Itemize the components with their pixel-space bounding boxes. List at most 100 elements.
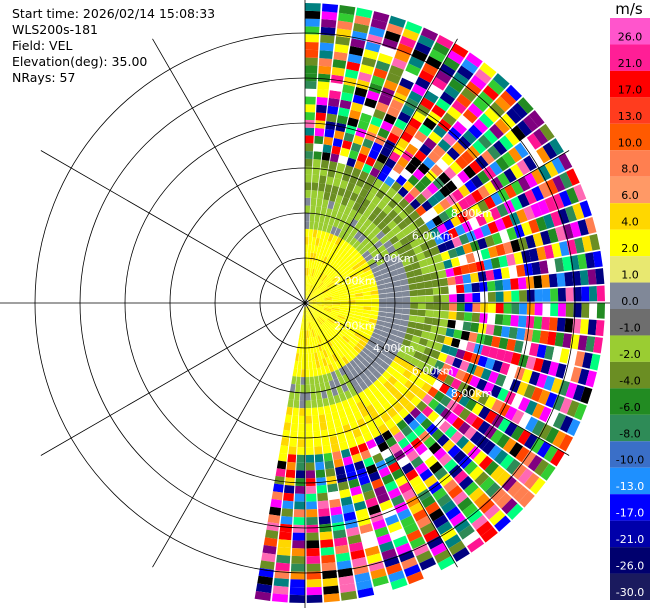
range-gate (316, 477, 327, 486)
range-gate (551, 193, 565, 210)
range-gate (474, 471, 490, 487)
range-gate (486, 280, 496, 292)
range-gate (443, 336, 453, 346)
ray (271, 306, 305, 603)
range-gate (331, 294, 340, 299)
range-gate (521, 221, 533, 236)
range-gate (333, 277, 341, 284)
ray (308, 184, 587, 302)
ray (306, 306, 408, 590)
range-gate (339, 272, 348, 280)
range-gate (358, 390, 368, 401)
range-gate (462, 372, 474, 385)
range-gate (360, 319, 369, 326)
range-gate (363, 299, 372, 303)
range-gate (316, 398, 324, 408)
range-gate (285, 469, 296, 479)
range-gate (552, 175, 566, 192)
range-gate (340, 213, 349, 223)
range-gate (317, 343, 323, 352)
range-gate (320, 34, 335, 44)
range-gate (330, 289, 338, 294)
range-gate (475, 260, 486, 272)
range-gate (343, 280, 352, 286)
elevation-label: Elevation(deg): 35.00 (12, 54, 148, 69)
range-gate (400, 168, 412, 180)
range-gate (538, 406, 552, 423)
range-gate (358, 371, 368, 381)
range-gate (333, 378, 341, 388)
range-gate (341, 172, 351, 182)
range-gate (308, 305, 315, 310)
range-gate (388, 461, 401, 474)
range-gate (347, 534, 362, 545)
range-gate (448, 485, 463, 500)
range-gate (305, 330, 308, 339)
range-gate (377, 352, 387, 361)
range-gate (516, 327, 526, 341)
range-gate (463, 426, 477, 440)
range-gate (309, 260, 313, 269)
range-gate (428, 508, 445, 522)
range-gate (387, 487, 402, 500)
range-gate (342, 345, 351, 354)
range-gate (344, 463, 356, 474)
range-gate (533, 128, 549, 146)
range-gate (330, 506, 343, 516)
range-gate (477, 420, 491, 435)
range-gate (317, 317, 324, 324)
range-gate (359, 350, 368, 359)
range-gate (557, 303, 567, 317)
range-gate (347, 246, 356, 255)
range-gate (448, 346, 459, 357)
range-gate (427, 386, 439, 398)
range-gate (355, 7, 373, 19)
range-gate (371, 266, 381, 274)
range-gate (471, 282, 481, 293)
range-gate (361, 287, 371, 293)
range-gate (444, 354, 456, 366)
ray (307, 305, 535, 508)
range-gate (424, 280, 433, 289)
range-gate (528, 110, 545, 128)
range-gate (323, 321, 331, 329)
range-gate (354, 365, 363, 375)
range-gate (319, 342, 326, 351)
range-gate (363, 303, 372, 307)
range-gate (477, 392, 490, 406)
range-gate (305, 291, 307, 300)
range-gate (408, 56, 425, 70)
range-gate (398, 209, 409, 220)
range-gate (536, 146, 551, 164)
range-gate (306, 532, 319, 541)
range-gate (358, 215, 368, 225)
range-gate (441, 152, 455, 166)
range-gate (364, 254, 374, 262)
range-gate (389, 443, 402, 455)
range-gate (479, 281, 488, 292)
range-gate (558, 380, 571, 397)
range-gate (381, 225, 392, 235)
range-gate (419, 522, 436, 536)
range-gate (311, 352, 316, 362)
range-gate (346, 288, 355, 293)
range-gate (550, 211, 563, 227)
range-gate (326, 329, 333, 338)
range-gate (322, 144, 332, 154)
range-gate (305, 119, 315, 128)
range-gate (474, 68, 492, 85)
range-gate (344, 282, 353, 289)
range-gate (352, 240, 361, 249)
range-gate (305, 151, 313, 159)
range-gate (340, 147, 350, 158)
range-gate (441, 499, 457, 514)
range-gate (343, 511, 357, 522)
range-gate (319, 255, 325, 264)
range-gate (364, 355, 374, 365)
range-gate (448, 294, 457, 303)
range-gate (308, 236, 313, 245)
ray (306, 34, 454, 300)
range-gate (289, 438, 298, 447)
range-gate (330, 209, 338, 219)
range-gate (428, 481, 443, 495)
